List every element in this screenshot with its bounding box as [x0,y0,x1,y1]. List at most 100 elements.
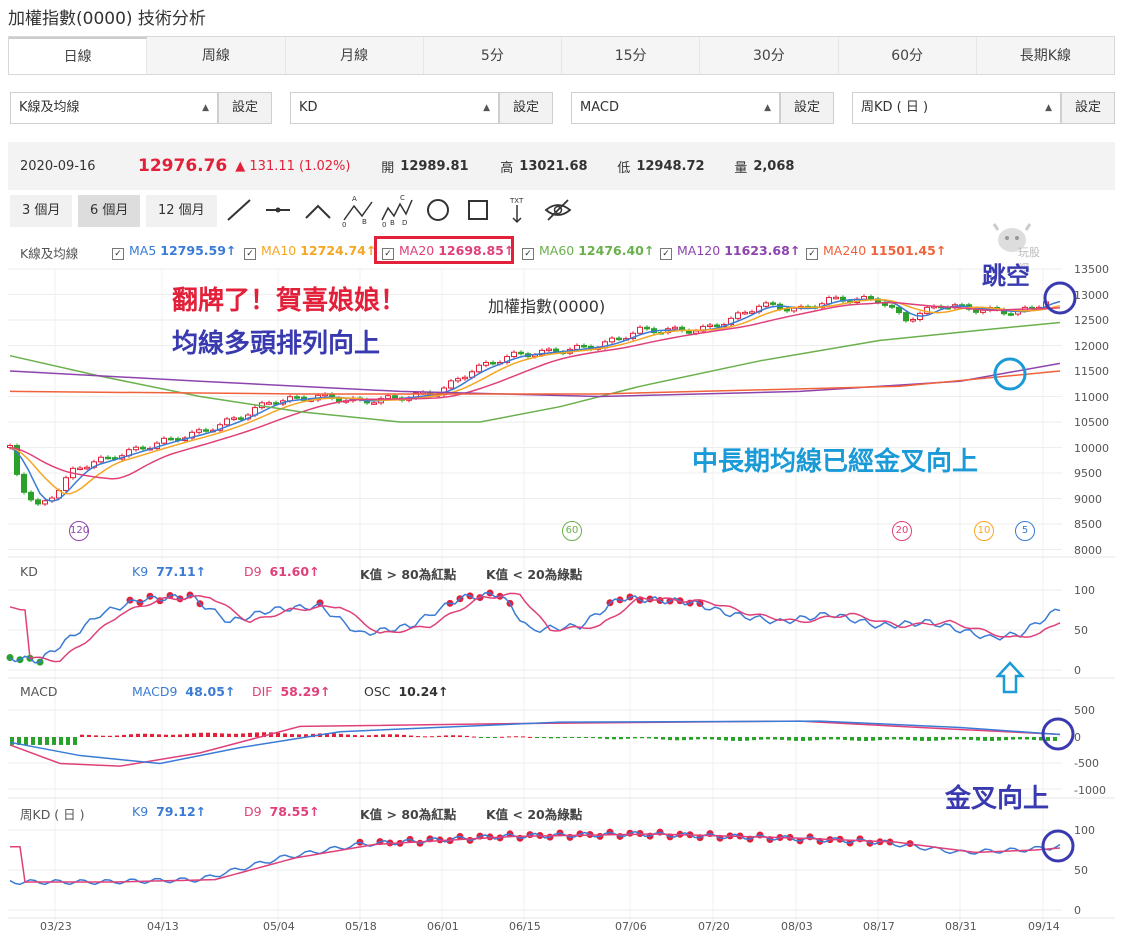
checkbox-icon: ✓ [522,248,534,260]
ma20-legend[interactable]: ✓ MA20 12698.85↑ [382,243,514,260]
candle-body [707,324,713,328]
period-3m-button[interactable]: 3 個月 [10,195,73,227]
macd-osc-bar [31,737,35,745]
candle-body [574,344,580,350]
candle-body [105,456,111,460]
wkd-highlight-circle [1041,829,1075,863]
hide-eye-icon[interactable] [544,199,572,221]
kd-k-value: 77.11↑ [156,564,207,579]
select-arrows-icon: ▲ [202,103,209,113]
tab-60min[interactable]: 60分 [839,37,977,74]
macd-osc-bar [850,737,854,741]
dif-legend: DIF 58.29↑ [252,684,330,699]
price-axis-tick: 8500 [1074,518,1102,531]
price-axis-tick: 13000 [1074,288,1109,302]
candle-body [896,306,902,314]
macd-osc-bar [710,737,714,740]
tab-long-term[interactable]: 長期K線 [1019,48,1071,64]
macd-osc-bar [493,737,497,738]
panel2-settings-button[interactable]: 設定 [780,92,834,124]
candle-body [889,304,895,308]
macd-osc-bar [913,737,917,741]
panel3-select[interactable]: 周KD ( 日 ) ▲ [852,92,1061,124]
candle-body [133,446,139,451]
candle-body [294,396,300,399]
indicator-selector-row: K線及均線 ▲ 設定 KD ▲ 設定 MACD ▲ 設定 周KD ( 日 ) ▲ 設定 [0,92,1138,126]
macd-osc-bar [731,737,735,741]
abc-pattern-tool-icon[interactable]: A 0 B [342,195,373,228]
checkbox-icon: ✓ [112,248,124,260]
macd-osc-bar [241,733,245,737]
svg-text:D: D [402,219,407,227]
macd-osc-bar [535,737,539,738]
tab-daily[interactable]: 日線 [9,37,148,74]
candle-body [672,326,678,330]
macd-osc-bar [857,737,861,741]
macd-osc-bar [367,735,371,737]
ma10-name: MA10 [261,243,297,258]
candle-body [77,467,83,471]
kd-d-legend: D9 61.60↑ [244,564,320,579]
macd-osc-bar [556,737,560,739]
panel2-select[interactable]: MACD ▲ [571,92,780,124]
candle-body [476,364,482,373]
kd-red-note: K值 > 80為紅點 [360,567,457,582]
macd-osc-bar [822,737,826,740]
macd-axis-tick: -1000 [1074,783,1106,797]
svg-text:0: 0 [382,221,386,228]
ma120-legend[interactable]: ✓ MA120 11623.68↑ [660,243,800,260]
abcde-pattern-tool-icon[interactable]: C 0 B D [381,194,413,228]
tab-15min[interactable]: 15分 [562,37,701,74]
kd-axis-tick: 50 [1074,624,1088,637]
macd-panel-label: MACD [20,684,58,699]
date-axis-tick: 07/20 [698,920,730,933]
price-axis-tick: 8000 [1074,543,1102,557]
macd-osc-bar [969,737,973,740]
macd-osc-bar [416,736,420,738]
candle-body [238,417,244,420]
main-chart-select[interactable]: K線及均線 ▲ [10,92,218,124]
horizontal-line-tool-icon[interactable] [266,207,290,213]
text-tool-icon[interactable]: TXT [509,197,524,224]
line-tool-icon[interactable] [227,199,251,221]
ma240-legend[interactable]: ✓ MA240 11501.45↑ [806,243,946,260]
circle-tool-icon[interactable] [427,199,449,221]
macd-osc-bar [87,734,91,737]
panel1-settings-button[interactable]: 設定 [499,92,553,124]
tab-5min[interactable]: 5分 [424,37,562,74]
macd-osc-bar [633,737,637,739]
tab-monthly[interactable]: 月線 [286,37,424,74]
annotation-cross-long: 中長期均線已經金叉向上 [692,447,979,477]
date-axis-tick: 08/03 [781,920,813,933]
macd-osc-bar [94,735,98,737]
macd-osc-bar [990,737,994,741]
ma10-legend[interactable]: ✓ MA10 12724.74↑ [244,243,376,260]
macd-osc-bar [353,735,357,737]
peak-tool-icon[interactable] [305,204,331,219]
period-6m-button[interactable]: 6 個月 [78,195,141,227]
candle-body [784,308,790,312]
panel3-settings-button[interactable]: 設定 [1061,92,1115,124]
rectangle-tool-icon[interactable] [468,200,488,220]
price-axis-tick: 12000 [1074,339,1109,353]
date-axis-tick: 05/04 [263,920,295,933]
ma5-legend[interactable]: ✓ MA5 12795.59↑ [112,243,236,260]
kd-panel-label: KD [20,564,38,579]
macd-osc-bar [1039,737,1043,741]
macd-osc-bar [906,737,910,740]
macd-axis-tick: -500 [1074,757,1099,770]
macd-osc-bar [871,737,875,741]
candle-body [385,395,391,399]
main-chart-select-value: K線及均線 [19,100,80,115]
macd-osc-bar [948,737,952,740]
price-axis-tick: 12500 [1074,314,1109,327]
period-12m-button[interactable]: 12 個月 [146,195,217,227]
ma60-legend[interactable]: ✓ MA60 12476.40↑ [522,243,654,260]
tab-30min[interactable]: 30分 [700,37,839,74]
panel1-select[interactable]: KD ▲ [290,92,499,124]
macd-osc-bar [220,733,224,737]
macd9-value: 48.05↑ [185,684,236,699]
main-chart-settings-button[interactable]: 設定 [218,92,272,124]
tab-weekly[interactable]: 周線 [147,37,286,74]
macd-osc-bar [605,737,609,740]
